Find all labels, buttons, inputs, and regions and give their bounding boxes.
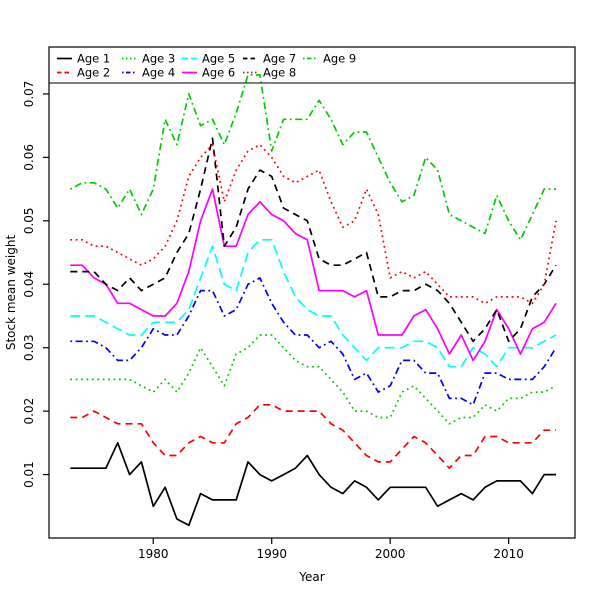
legend-label-age-6: Age 6 — [202, 66, 235, 80]
legend-box — [48, 46, 576, 84]
x-tick-label: 2000 — [375, 547, 406, 561]
legend-label-age-7: Age 7 — [263, 52, 296, 66]
series-line-age-7 — [70, 137, 557, 343]
x-axis-title: Year — [298, 570, 324, 584]
y-tick-label: 0.06 — [22, 144, 36, 171]
x-tick-label: 2010 — [493, 547, 524, 561]
series-line-age-4 — [70, 277, 557, 406]
y-tick-label: 0.04 — [22, 271, 36, 298]
y-tick-label: 0.03 — [22, 334, 36, 361]
series-line-age-9 — [69, 74, 556, 241]
x-tick-label: 1980 — [138, 547, 169, 561]
legend-label-age-4: Age 4 — [142, 66, 175, 80]
y-tick-label: 0.05 — [22, 207, 36, 234]
y-axis-title: Stock mean weight — [4, 235, 18, 351]
series-line-age-1 — [70, 441, 556, 527]
legend-label-age-8: Age 8 — [263, 66, 296, 80]
x-tick-label: 1990 — [256, 547, 287, 561]
legend-label-age-5: Age 5 — [202, 52, 235, 66]
series-line-age-6 — [70, 188, 557, 362]
series-line-age-5 — [70, 238, 557, 368]
legend-label-age-2: Age 2 — [77, 66, 110, 80]
y-tick-label: 0.02 — [22, 398, 36, 425]
legend-label-age-1: Age 1 — [77, 52, 110, 66]
series-line-age-3 — [70, 334, 557, 425]
legend-label-age-9: Age 9 — [323, 52, 356, 66]
legend-label-age-3: Age 3 — [142, 52, 175, 66]
y-tick-label: 0.07 — [22, 81, 36, 108]
y-tick-label: 0.01 — [22, 461, 36, 488]
series-line-age-2 — [70, 403, 556, 470]
